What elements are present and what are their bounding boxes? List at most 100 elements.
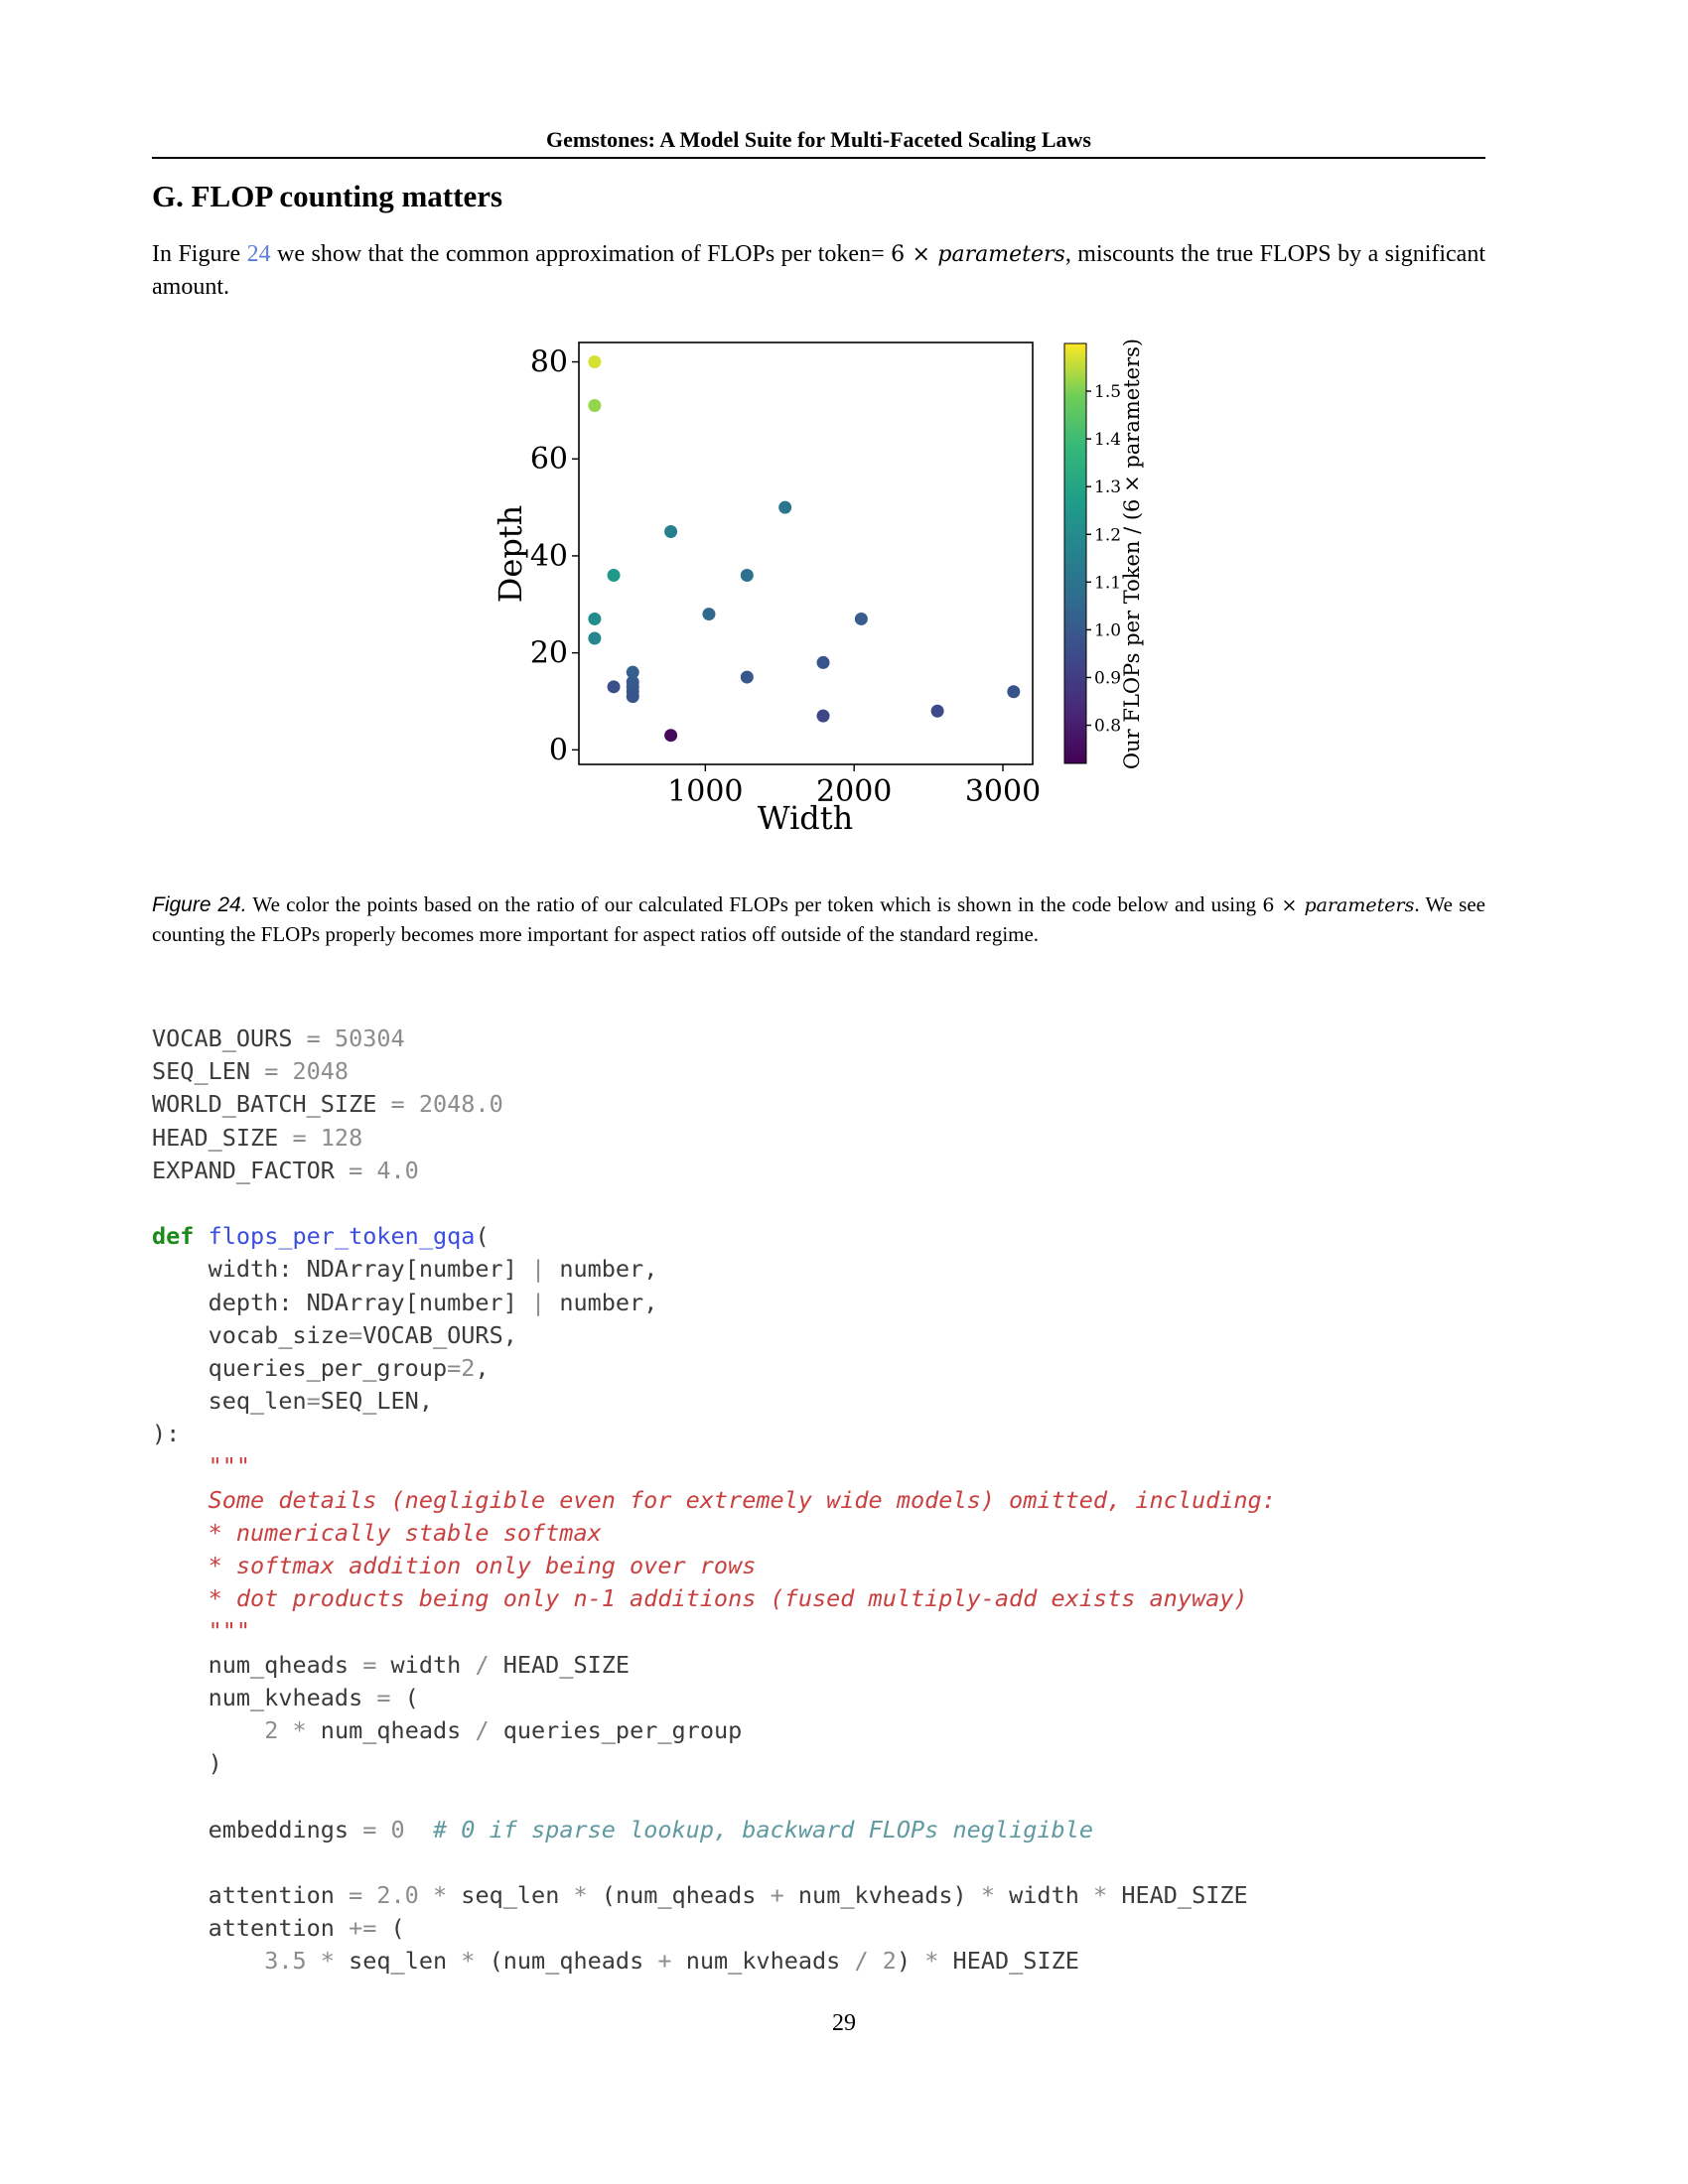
code-token: + bbox=[770, 1880, 784, 1909]
code-token: num_qheads bbox=[306, 1715, 476, 1744]
code-token: * bbox=[924, 1947, 939, 1976]
y-tick-label-40: 40 bbox=[530, 539, 568, 574]
code-token: width: NDArray[number] bbox=[152, 1255, 532, 1284]
code-token bbox=[307, 1947, 321, 1975]
code-token: num_kvheads bbox=[152, 1683, 377, 1711]
scatter-point-4 bbox=[607, 568, 621, 582]
code-line: seq_len=SEQ_LEN, bbox=[152, 1385, 1276, 1418]
scatter-point-10 bbox=[626, 690, 639, 704]
code-token: VOCAB_OURS, bbox=[362, 1320, 517, 1349]
scatter-point-11 bbox=[664, 525, 678, 539]
intro-text-start: In Figure bbox=[152, 241, 247, 267]
code-token: seq_len bbox=[152, 1387, 307, 1416]
scatter-point-19 bbox=[854, 612, 868, 625]
y-tick-label-20: 20 bbox=[530, 636, 568, 671]
code-token bbox=[405, 1816, 433, 1843]
code-token: seq_len bbox=[447, 1880, 574, 1909]
intro-math-var: parameters bbox=[937, 242, 1065, 267]
code-line: attention += ( bbox=[152, 1912, 1276, 1945]
code-token: = bbox=[349, 1880, 363, 1909]
figure-caption: Figure 24. We color the points based on … bbox=[152, 890, 1485, 949]
colorbar-tick-label-1.1: 1.1 bbox=[1094, 573, 1121, 593]
code-line: num_qheads = width / HEAD_SIZE bbox=[152, 1649, 1276, 1682]
code-token: * bbox=[433, 1880, 448, 1909]
code-token: / bbox=[854, 1947, 869, 1976]
scatter-point-1 bbox=[588, 399, 602, 413]
code-token bbox=[419, 1881, 433, 1909]
code-token: HEAD_SIZE bbox=[1107, 1880, 1248, 1909]
code-line: * numerically stable softmax bbox=[152, 1517, 1276, 1550]
code-token: * bbox=[320, 1947, 335, 1976]
x-axis: 1000 2000 3000 bbox=[667, 764, 1041, 809]
scatter-point-16 bbox=[778, 500, 792, 514]
code-line: SEQ_LEN = 2048 bbox=[152, 1055, 1276, 1088]
points-layer bbox=[588, 355, 1021, 743]
y-axis-label: Depth bbox=[492, 505, 529, 604]
code-token bbox=[194, 1222, 208, 1250]
code-token: + bbox=[657, 1947, 672, 1976]
code-token: = bbox=[306, 1024, 335, 1052]
scatter-point-21 bbox=[1007, 685, 1021, 699]
caption-math-six: 6 × bbox=[1262, 894, 1305, 916]
code-line: * dot products being only n-1 additions … bbox=[152, 1582, 1276, 1615]
code-listing: VOCAB_OURS = 50304 SEQ_LEN = 2048 WORLD_BA… bbox=[152, 1023, 1276, 1978]
code-token: = bbox=[349, 1320, 363, 1349]
code-line: HEAD_SIZE = 128 bbox=[152, 1122, 1276, 1155]
scatter-point-6 bbox=[626, 665, 639, 679]
code-token: = bbox=[306, 1387, 321, 1416]
code-token: | bbox=[531, 1288, 546, 1316]
code-token: WORLD_BATCH_SIZE bbox=[152, 1090, 391, 1119]
code-token: 3.5 bbox=[264, 1947, 307, 1976]
code-token: = bbox=[349, 1156, 377, 1184]
caption-math-var: parameters bbox=[1304, 894, 1415, 916]
code-line: * softmax addition only being over rows bbox=[152, 1550, 1276, 1582]
code-token: 2048.0 bbox=[418, 1090, 503, 1119]
code-token: * bbox=[292, 1715, 307, 1744]
y-tick-label-60: 60 bbox=[530, 442, 568, 477]
code-line: EXPAND_FACTOR = 4.0 bbox=[152, 1155, 1276, 1187]
code-token: number, bbox=[545, 1288, 658, 1316]
code-token: Some details (negligible even for extrem… bbox=[152, 1485, 1276, 1514]
code-line bbox=[152, 1780, 1276, 1813]
code-token: VOCAB_OURS bbox=[152, 1024, 307, 1052]
code-token: 0 bbox=[390, 1815, 405, 1843]
colorbar-tick-label-1.0: 1.0 bbox=[1094, 620, 1121, 640]
colorbar-ticks: 0.8 0.9 1.0 1.1 1.2 1.3 1.4 1.5 bbox=[1086, 382, 1121, 737]
code-token: * bbox=[573, 1880, 588, 1909]
header-rule bbox=[152, 157, 1485, 159]
code-token: * bbox=[461, 1947, 476, 1976]
code-token bbox=[278, 1716, 292, 1744]
code-token: 2048 bbox=[292, 1057, 350, 1086]
code-line: VOCAB_OURS = 50304 bbox=[152, 1023, 1276, 1055]
code-token: (num_qheads bbox=[587, 1880, 771, 1909]
x-tick-label-1000: 1000 bbox=[667, 774, 743, 809]
colorbar bbox=[1063, 342, 1087, 764]
code-token: ( bbox=[390, 1683, 419, 1711]
code-line bbox=[152, 1187, 1276, 1220]
code-line: ): bbox=[152, 1418, 1276, 1450]
code-token: | bbox=[531, 1255, 546, 1284]
code-token: * dot products being only n-1 additions … bbox=[152, 1584, 1248, 1613]
code-line bbox=[152, 1846, 1276, 1879]
running-head: Gemstones: A Model Suite for Multi-Facet… bbox=[546, 127, 1091, 152]
code-token: = bbox=[292, 1123, 321, 1152]
colorbar-label: Our FLOPs per Token / (6 × parameters) bbox=[1120, 339, 1144, 769]
code-token: width bbox=[994, 1880, 1094, 1909]
caption-text-start: We color the points based on the ratio o… bbox=[246, 892, 1263, 916]
code-line: num_kvheads = ( bbox=[152, 1682, 1276, 1714]
figure-ref-link[interactable]: 24 bbox=[246, 241, 271, 267]
scatter-point-18 bbox=[816, 709, 830, 723]
code-token: """ bbox=[152, 1617, 251, 1646]
scatter-point-3 bbox=[588, 631, 602, 645]
intro-math-six: 6 × bbox=[891, 242, 938, 267]
code-token: attention bbox=[152, 1914, 350, 1943]
code-line: ) bbox=[152, 1747, 1276, 1780]
code-token: ) bbox=[896, 1947, 925, 1976]
code-line: Some details (negligible even for extrem… bbox=[152, 1484, 1276, 1517]
colorbar-tick-label-1.3: 1.3 bbox=[1094, 478, 1121, 497]
code-token: (num_qheads bbox=[475, 1947, 658, 1976]
code-token: depth: NDArray[number] bbox=[152, 1288, 532, 1316]
code-token: ( bbox=[475, 1222, 490, 1251]
code-line: def flops_per_token_gqa( bbox=[152, 1220, 1276, 1253]
code-token: HEAD_SIZE bbox=[938, 1947, 1079, 1976]
